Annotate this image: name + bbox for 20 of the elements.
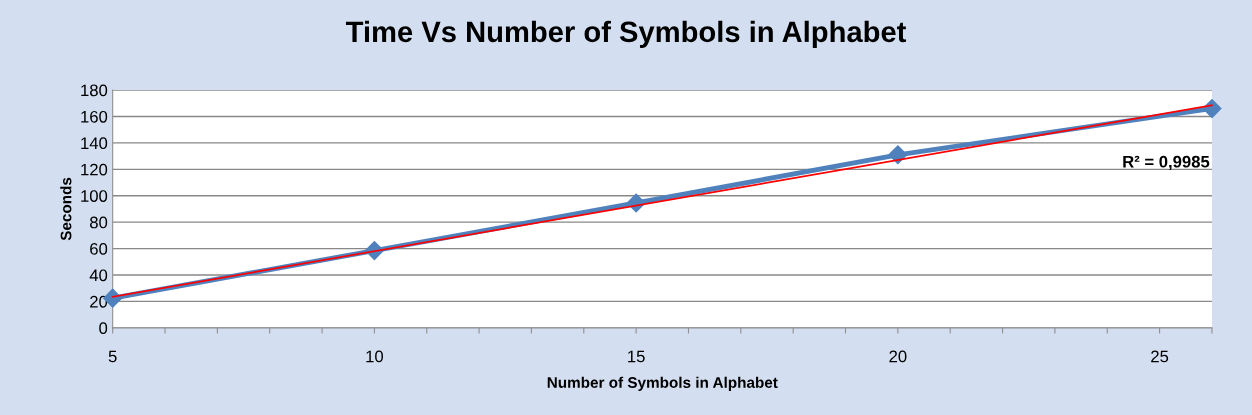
x-tick-label: 5 [108,350,117,363]
x-tick-label: 25 [1151,350,1169,363]
y-axis-title: Seconds [60,177,72,241]
annotation: R² = 0,9985 [1123,155,1210,171]
x-tick-label: 15 [628,350,645,363]
point [1202,99,1222,119]
y-tick-label: 140 [81,137,108,150]
y-tick-label: 160 [81,110,108,123]
x-axis-title: Number of Symbols in Alphabet [547,376,778,391]
chart-title: Time Vs Number of Symbols in Alphabet [345,20,907,48]
y-tick-label: 180 [81,84,108,97]
y-tick-label: 100 [81,190,108,202]
y-tick-label: 40 [89,269,108,282]
x-tick-label: 20 [889,350,907,363]
y-tick-label: 120 [81,163,108,176]
y-tick-label: 80 [90,216,108,229]
y-tick-label: 0 [99,322,108,335]
y-tick-label: 60 [90,242,108,255]
point [888,145,908,165]
x-tick-label: 10 [366,350,384,363]
